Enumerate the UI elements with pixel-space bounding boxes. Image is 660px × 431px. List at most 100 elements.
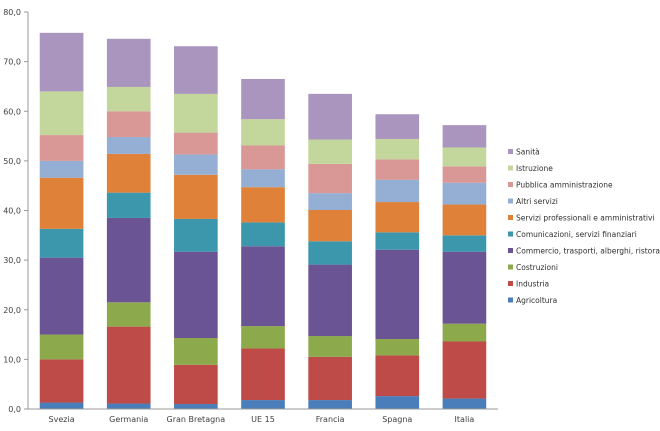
legend-swatch	[508, 165, 513, 171]
bar-segment	[442, 125, 487, 148]
bar-segment	[106, 302, 151, 327]
x-axis: Svezia Germania Gran Bretagna UE 15 Francia S…	[28, 408, 498, 424]
bar-segment	[174, 364, 218, 405]
bar-segment	[241, 119, 285, 146]
bar-segment	[174, 132, 218, 155]
legend-label: Comunicazioni, servizi finanziari	[516, 230, 637, 239]
y-tick-label: 10,0	[3, 355, 21, 364]
legend: Sanità Istruzione Pubblica amministrazione…	[508, 148, 660, 305]
bar-segment	[174, 93, 218, 133]
legend-swatch	[508, 281, 513, 286]
bar-segment	[308, 163, 352, 194]
legend-swatch	[508, 198, 513, 204]
legend-label: Pubblica amministrazione	[516, 181, 613, 190]
bar-segment	[39, 91, 84, 136]
bar-segment	[241, 222, 285, 247]
bar-segment	[375, 202, 420, 233]
bar-segment	[241, 145, 285, 170]
x-tick-label: UE 15	[251, 415, 275, 424]
y-tick-label: 50,0	[3, 157, 21, 166]
bar-segment	[308, 193, 352, 211]
bar-segment	[442, 182, 487, 205]
bar-segment	[106, 217, 151, 303]
y-tick-label: 80,0	[3, 8, 21, 17]
x-tick-label: Germania	[109, 415, 148, 424]
legend-swatch	[508, 149, 513, 154]
bar-segment	[106, 153, 151, 193]
bar-segment	[442, 147, 487, 167]
y-tick-label: 40,0	[3, 207, 21, 216]
x-tick-label: Italia	[455, 415, 475, 424]
bars	[39, 32, 487, 409]
legend-label: Servizi professionali e amministrativi	[516, 214, 655, 223]
legend-label: Costruzioni	[516, 263, 558, 272]
bar-segment	[375, 114, 420, 140]
y-tick-label: 20,0	[3, 306, 21, 315]
bar-segment	[375, 396, 420, 409]
bar-segment	[106, 38, 151, 87]
legend-swatch	[508, 248, 513, 253]
bar-segment	[174, 338, 218, 365]
y-tick-label: 0,0	[8, 405, 21, 414]
bar-segment	[308, 264, 352, 337]
legend-swatch	[508, 231, 513, 237]
bar-segment	[375, 159, 420, 180]
bar-segment	[308, 139, 352, 164]
bar-segment	[39, 402, 84, 409]
bar-segment	[174, 46, 218, 94]
y-tick-label: 70,0	[3, 58, 21, 67]
bar-segment	[241, 78, 285, 120]
bar-segment	[308, 356, 352, 401]
bar-segment	[442, 398, 487, 409]
bar-segment	[241, 246, 285, 327]
bar-segment	[39, 334, 84, 360]
bar-segment	[442, 341, 487, 399]
legend-label: Agricoltura	[516, 296, 557, 305]
bar-segment	[308, 241, 352, 265]
x-tick-label: Svezia	[49, 415, 75, 424]
bar-segment	[39, 32, 84, 92]
bar-segment	[39, 257, 84, 335]
bar-segment	[106, 403, 151, 409]
bar-segment	[375, 249, 420, 340]
bar-segment	[375, 179, 420, 203]
legend-label: Industria	[516, 280, 549, 289]
legend-label: Istruzione	[516, 164, 553, 173]
bar-segment	[442, 323, 487, 342]
bar-segment	[375, 232, 420, 250]
bar-segment	[375, 139, 420, 160]
bar-segment	[308, 93, 352, 140]
legend-swatch	[508, 264, 513, 270]
legend-swatch	[508, 215, 513, 220]
bar-segment	[39, 160, 84, 178]
bar-segment	[106, 326, 151, 404]
legend-swatch	[508, 297, 513, 303]
bar-segment	[39, 228, 84, 258]
legend-label: Altri servizi	[516, 197, 558, 206]
x-tick-label: Gran Bretagna	[167, 415, 226, 424]
bar-segment	[174, 404, 218, 409]
x-tick-label: Spagna	[382, 415, 412, 424]
bar-segment	[174, 251, 218, 339]
bar-segment	[241, 187, 285, 223]
y-axis: 0,0 10,0 20,0 30,0 40,0 50,0 60,0 70,0 80,0	[3, 8, 29, 414]
legend-label: Commercio, trasporti, alberghi, ristoran…	[516, 247, 660, 256]
bar-segment	[39, 359, 84, 403]
bar-segment	[241, 400, 285, 409]
bar-segment	[174, 174, 218, 219]
bar-segment	[106, 137, 151, 154]
bar-segment	[241, 348, 285, 401]
bar-segment	[375, 355, 420, 397]
legend-label: Sanità	[516, 148, 540, 157]
bar-segment	[106, 192, 151, 218]
bar-segment	[442, 204, 487, 236]
bar-segment	[106, 86, 151, 112]
y-tick-label: 60,0	[3, 107, 21, 116]
bar-segment	[442, 251, 487, 324]
bar-segment	[308, 210, 352, 242]
bar-segment	[241, 169, 285, 188]
bar-segment	[39, 177, 84, 229]
bar-segment	[39, 135, 84, 161]
bar-segment	[174, 154, 218, 175]
